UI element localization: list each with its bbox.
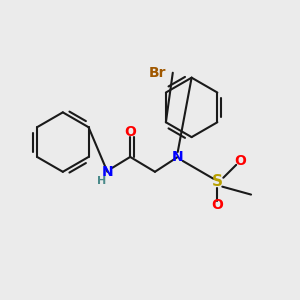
Text: H: H bbox=[97, 176, 106, 186]
Text: S: S bbox=[212, 174, 223, 189]
Text: N: N bbox=[172, 150, 184, 164]
Text: Br: Br bbox=[149, 66, 167, 80]
Text: O: O bbox=[212, 199, 223, 212]
Text: O: O bbox=[124, 125, 136, 139]
Text: O: O bbox=[234, 154, 246, 168]
Text: N: N bbox=[102, 165, 113, 179]
